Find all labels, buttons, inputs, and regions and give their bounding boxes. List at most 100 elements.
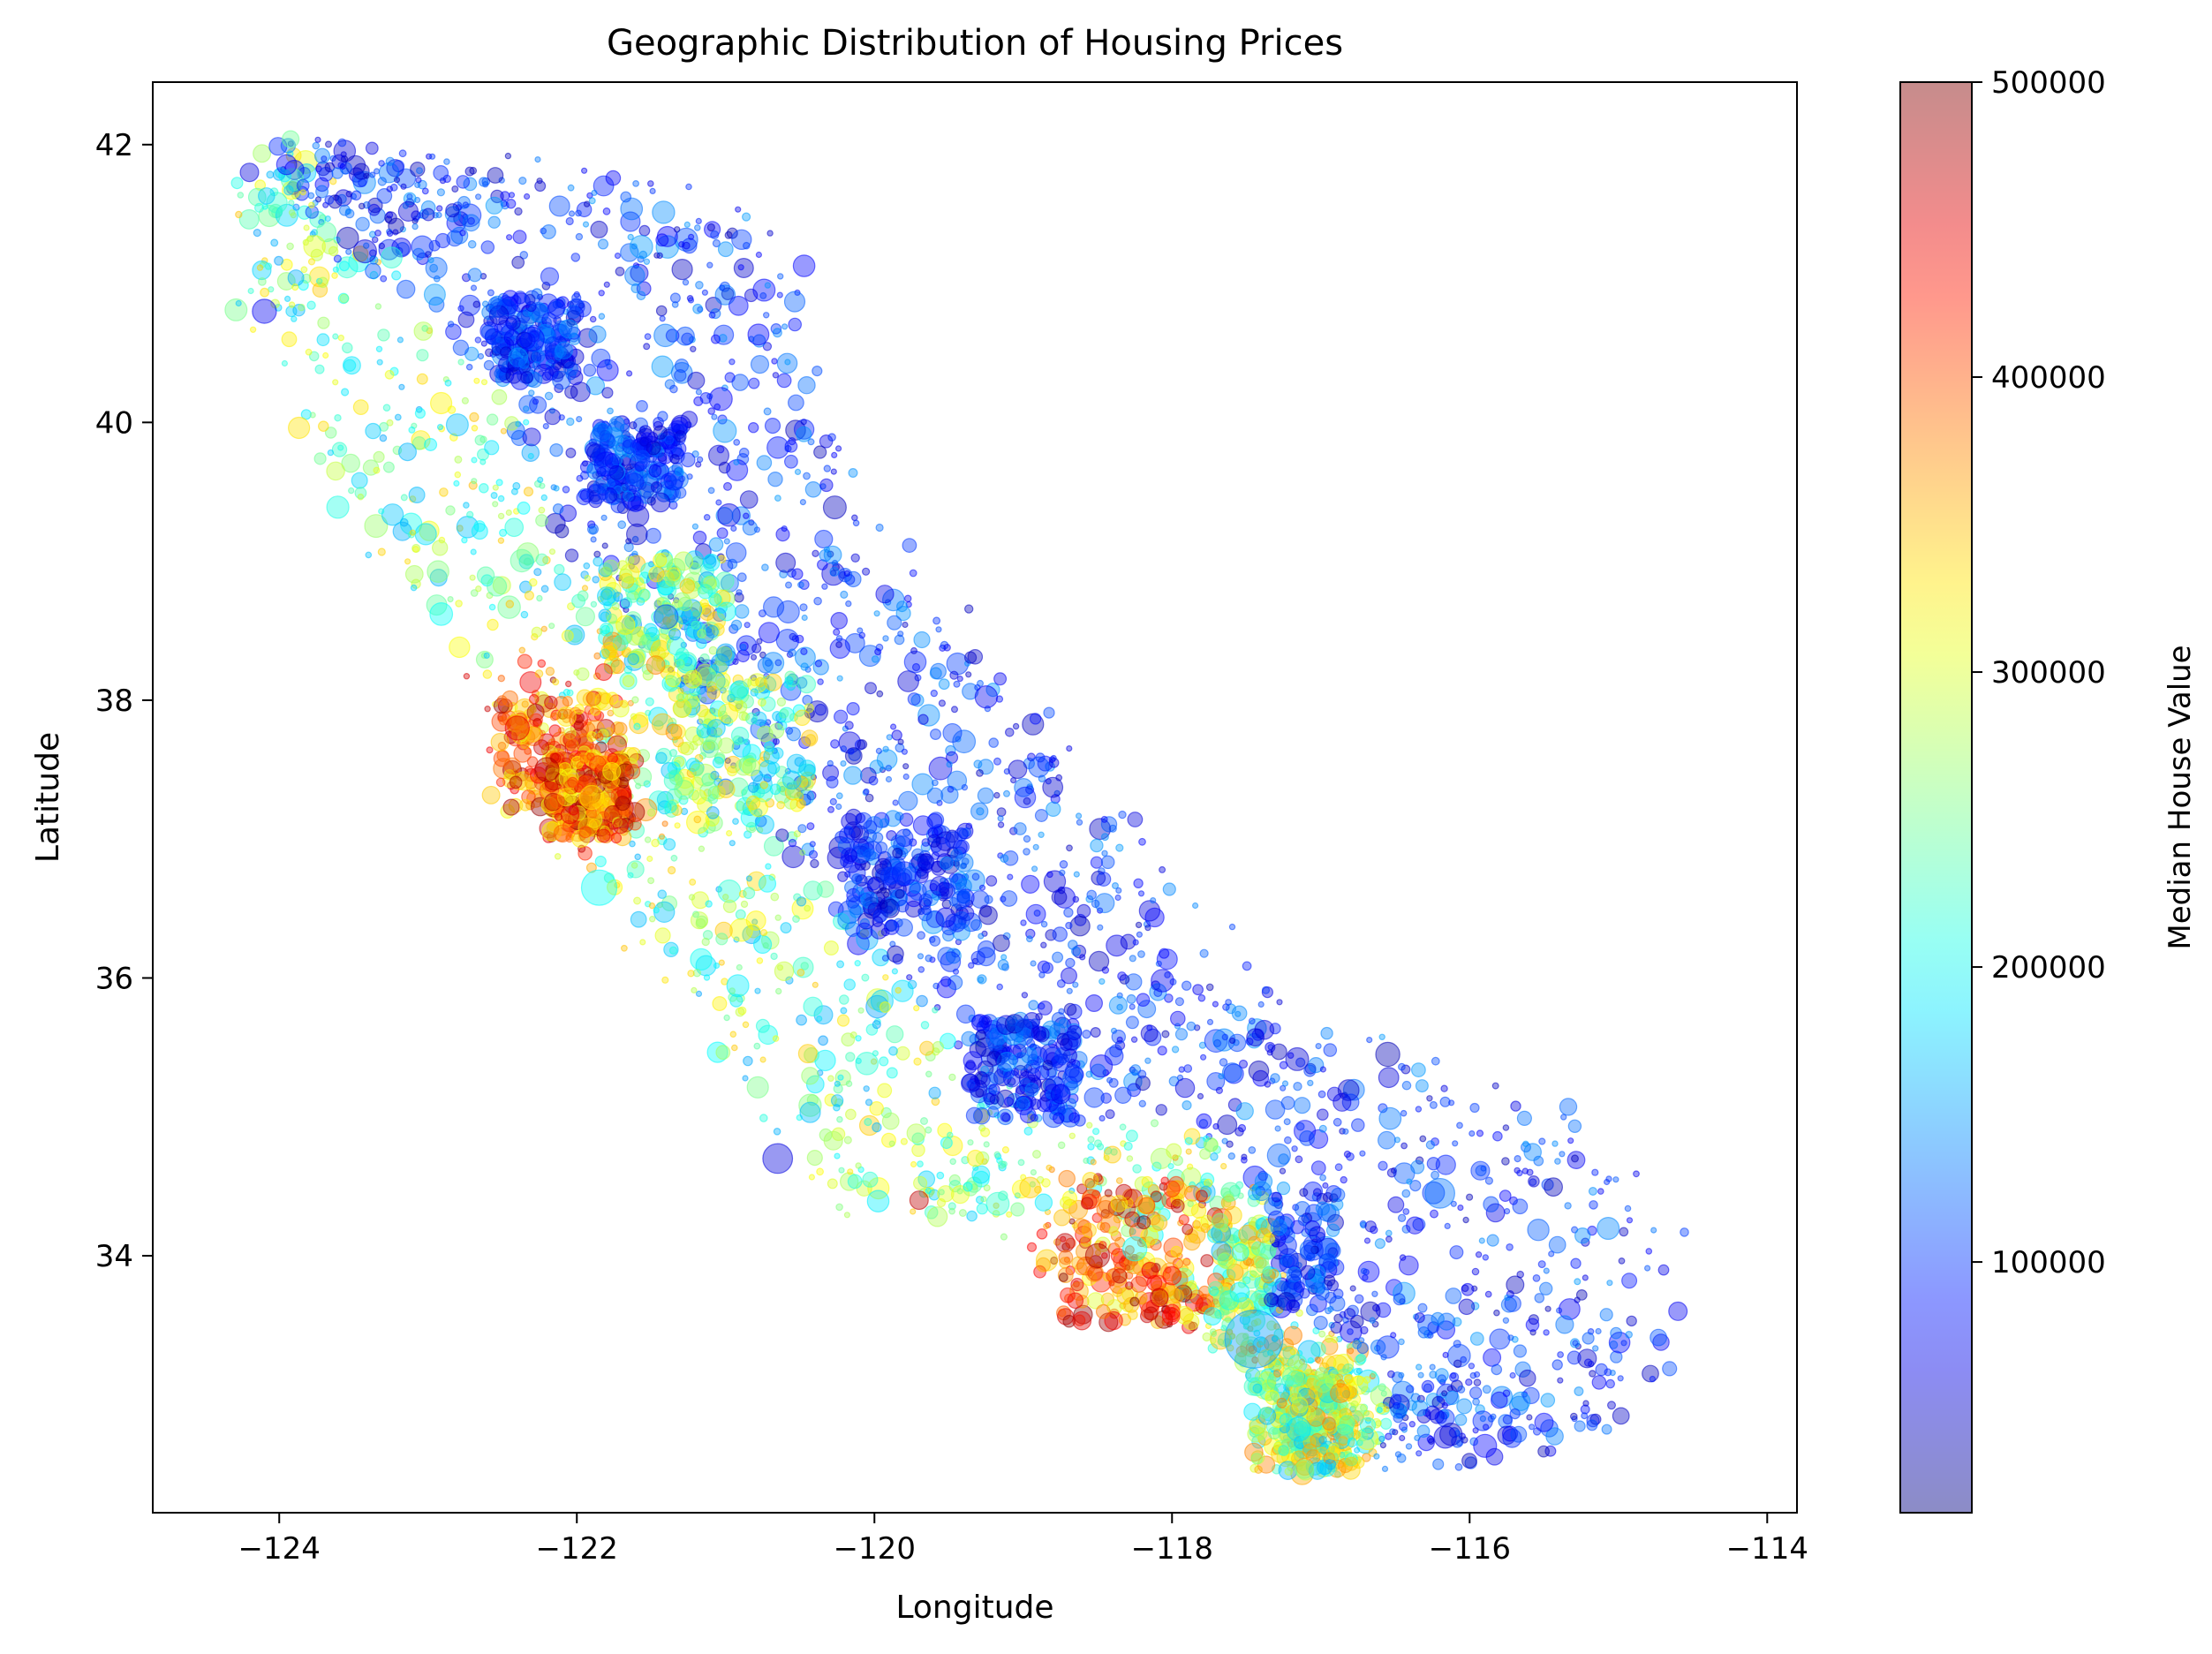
data-point bbox=[1279, 1167, 1287, 1174]
data-point bbox=[812, 659, 829, 676]
data-point bbox=[834, 1080, 841, 1087]
data-point bbox=[1136, 1215, 1151, 1230]
data-point bbox=[1261, 986, 1271, 994]
data-point bbox=[1266, 1049, 1273, 1056]
data-point bbox=[483, 652, 490, 660]
data-point bbox=[1162, 882, 1176, 896]
data-point bbox=[235, 299, 242, 307]
data-point bbox=[544, 366, 559, 381]
data-point bbox=[1528, 1175, 1540, 1188]
data-point bbox=[857, 1007, 864, 1014]
data-point bbox=[1046, 1164, 1053, 1171]
data-point bbox=[1608, 1332, 1631, 1354]
data-point bbox=[1570, 1257, 1582, 1269]
data-point bbox=[919, 1040, 935, 1056]
data-point bbox=[926, 1206, 948, 1227]
data-point bbox=[1271, 1191, 1282, 1203]
data-point bbox=[1532, 1273, 1541, 1282]
data-point bbox=[833, 709, 849, 724]
data-point bbox=[759, 1056, 766, 1063]
data-point bbox=[589, 315, 597, 323]
data-point bbox=[1295, 1155, 1303, 1164]
data-point bbox=[993, 1202, 1000, 1210]
data-point bbox=[983, 1092, 996, 1106]
data-point bbox=[1170, 1198, 1185, 1213]
data-point bbox=[1299, 1244, 1316, 1261]
data-point bbox=[833, 628, 841, 636]
data-point bbox=[1479, 1415, 1487, 1423]
data-point bbox=[398, 442, 418, 462]
data-point bbox=[1429, 1363, 1436, 1371]
data-point bbox=[1085, 1122, 1093, 1129]
data-point bbox=[1473, 1378, 1482, 1386]
data-point bbox=[1023, 848, 1031, 856]
data-point bbox=[548, 623, 555, 630]
data-point bbox=[1680, 1227, 1689, 1237]
data-point bbox=[1129, 955, 1136, 963]
data-point bbox=[471, 478, 478, 485]
data-point bbox=[1243, 1402, 1262, 1421]
data-point bbox=[674, 226, 681, 233]
data-point bbox=[502, 690, 518, 707]
data-point bbox=[891, 729, 902, 741]
data-point bbox=[1609, 1369, 1616, 1377]
data-point bbox=[1377, 1130, 1396, 1150]
data-point bbox=[548, 548, 556, 555]
data-point bbox=[630, 910, 647, 928]
data-point bbox=[1098, 1114, 1106, 1122]
data-point bbox=[1025, 903, 1046, 925]
data-point bbox=[1293, 1081, 1302, 1091]
data-point bbox=[774, 961, 795, 982]
data-point bbox=[770, 952, 778, 961]
data-point bbox=[671, 301, 679, 308]
data-point bbox=[1501, 1157, 1510, 1166]
data-point bbox=[416, 167, 424, 175]
data-point bbox=[555, 341, 574, 359]
data-point bbox=[972, 1106, 991, 1125]
data-point bbox=[729, 1031, 737, 1038]
data-point bbox=[764, 659, 773, 668]
data-point bbox=[1075, 812, 1083, 819]
data-point bbox=[519, 250, 529, 260]
data-point bbox=[911, 1143, 925, 1158]
data-point bbox=[971, 1015, 985, 1028]
data-point bbox=[1483, 1348, 1502, 1367]
data-point bbox=[1421, 1379, 1435, 1393]
data-point bbox=[1219, 1290, 1240, 1310]
data-point bbox=[1021, 992, 1029, 999]
data-point bbox=[586, 484, 607, 505]
data-point bbox=[722, 481, 732, 491]
data-point bbox=[617, 520, 627, 530]
data-point bbox=[340, 151, 347, 158]
data-point bbox=[465, 363, 473, 371]
data-point bbox=[1144, 1306, 1159, 1321]
data-point bbox=[1317, 1108, 1329, 1121]
data-point bbox=[1439, 1096, 1451, 1107]
data-point bbox=[625, 370, 633, 377]
data-point bbox=[427, 257, 434, 264]
data-point bbox=[775, 828, 789, 842]
data-point bbox=[337, 334, 344, 342]
data-point bbox=[894, 634, 905, 646]
data-point bbox=[1255, 1217, 1268, 1230]
data-point bbox=[911, 662, 921, 672]
data-point bbox=[500, 427, 508, 434]
data-point bbox=[888, 1046, 898, 1056]
data-point bbox=[1383, 1406, 1390, 1413]
data-point bbox=[1440, 1084, 1448, 1092]
data-point bbox=[948, 1073, 956, 1082]
data-point bbox=[288, 208, 296, 216]
data-point bbox=[518, 646, 526, 654]
data-point bbox=[1457, 1385, 1466, 1393]
data-point bbox=[1171, 1046, 1180, 1054]
data-point bbox=[845, 894, 860, 909]
data-point bbox=[596, 586, 616, 607]
data-point bbox=[381, 503, 404, 526]
data-point bbox=[1399, 1434, 1406, 1442]
data-point bbox=[1196, 1113, 1212, 1129]
data-point bbox=[378, 242, 386, 250]
data-point bbox=[627, 872, 634, 879]
data-point bbox=[794, 468, 802, 476]
data-point bbox=[1424, 1405, 1440, 1421]
data-point bbox=[974, 1070, 988, 1085]
